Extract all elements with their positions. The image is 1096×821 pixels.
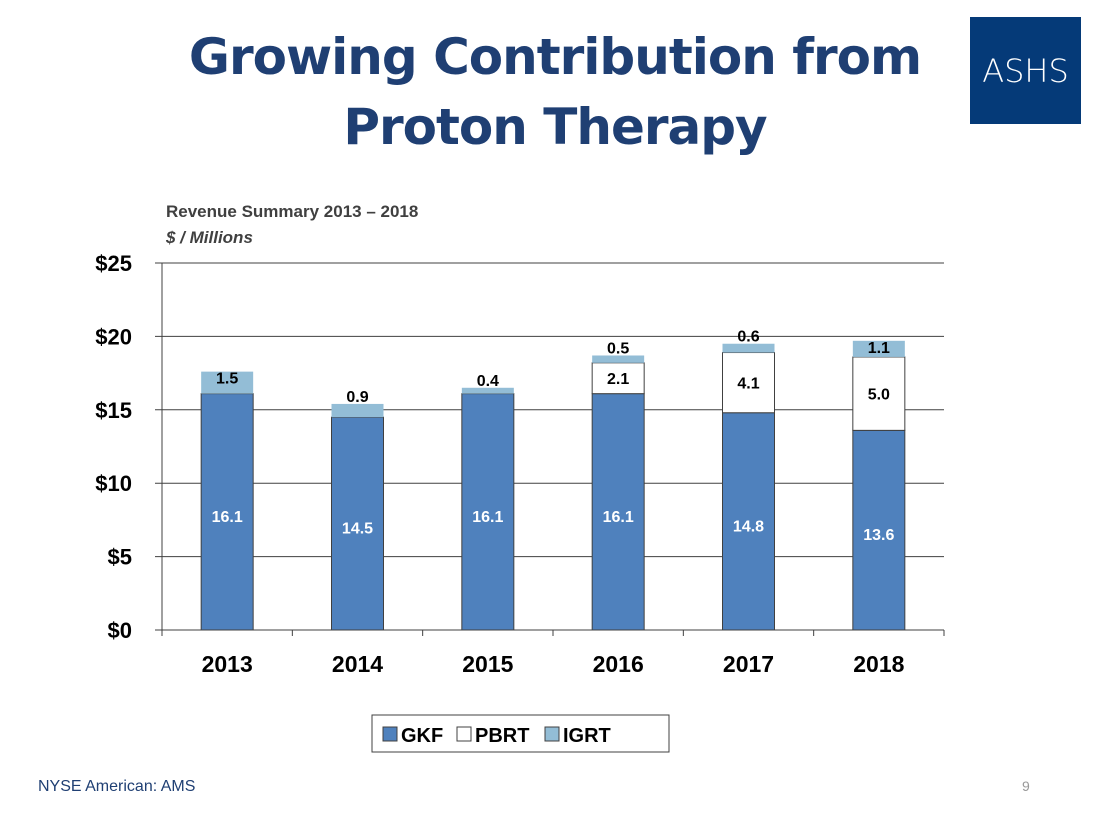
legend-box xyxy=(371,714,670,753)
data-label-igrt: 0.6 xyxy=(737,329,759,346)
y-tick-label: $5 xyxy=(108,545,132,570)
data-label-igrt: 1.1 xyxy=(868,340,890,357)
ashs-logo: ASHS xyxy=(970,17,1081,124)
data-label-gkf: 16.1 xyxy=(603,509,634,526)
data-label-gkf: 16.1 xyxy=(472,509,503,526)
bar-igrt xyxy=(722,343,775,353)
bar-gkf xyxy=(200,393,254,631)
data-label-igrt: 1.5 xyxy=(216,371,238,388)
data-label-gkf: 16.1 xyxy=(212,509,243,526)
page-number: 9 xyxy=(1022,778,1030,794)
legend-label-igrt: IGRT xyxy=(563,725,611,747)
data-label-pbrt: 2.1 xyxy=(607,371,629,388)
x-tick-label: 2018 xyxy=(853,651,904,677)
title-line-1: Growing Contribution from xyxy=(188,28,922,86)
bar-igrt xyxy=(852,340,905,357)
x-tick-label: 2017 xyxy=(723,651,774,677)
y-tick-label: $0 xyxy=(108,618,132,643)
title-line-2: Proton Therapy xyxy=(343,98,767,156)
data-label-pbrt: 5.0 xyxy=(868,387,890,404)
x-tick-label: 2015 xyxy=(462,651,513,677)
legend-label-pbrt: PBRT xyxy=(475,725,529,747)
bar-igrt xyxy=(461,387,514,394)
data-label-pbrt: 4.1 xyxy=(737,376,759,393)
bar-gkf xyxy=(591,393,645,631)
legend-label-gkf: GKF xyxy=(401,725,443,747)
bar-gkf xyxy=(852,429,906,631)
x-tick-label: 2013 xyxy=(202,651,253,677)
bar-igrt xyxy=(592,355,645,363)
bar-igrt xyxy=(201,371,254,394)
legend-swatch-igrt xyxy=(544,726,560,742)
bar-gkf xyxy=(722,412,775,631)
y-tick-label: $15 xyxy=(95,398,132,423)
bar-pbrt xyxy=(722,352,775,414)
data-label-gkf: 14.8 xyxy=(733,518,764,535)
bar-pbrt xyxy=(852,356,906,431)
chart-units: $ / Millions xyxy=(166,228,253,247)
bar-gkf xyxy=(461,393,515,631)
footer-ticker: NYSE American: AMS xyxy=(38,778,196,795)
data-label-gkf: 13.6 xyxy=(863,527,894,544)
data-label-igrt: 0.5 xyxy=(607,340,629,357)
chart-title: Revenue Summary 2013 – 2018 xyxy=(166,202,419,221)
data-label-gkf: 14.5 xyxy=(342,521,373,538)
y-tick-label: $20 xyxy=(95,324,132,349)
legend-swatch-gkf xyxy=(382,726,398,742)
bar-gkf xyxy=(331,416,384,631)
slide-title: Growing Contribution from Proton Therapy xyxy=(150,22,960,162)
bar-pbrt xyxy=(591,362,645,395)
data-label-igrt: 0.9 xyxy=(346,389,368,406)
x-tick-label: 2014 xyxy=(332,651,383,677)
y-tick-label: $25 xyxy=(95,251,132,276)
data-label-igrt: 0.4 xyxy=(477,373,499,390)
legend-swatch-pbrt xyxy=(456,726,472,742)
x-tick-label: 2016 xyxy=(593,651,644,677)
bar-igrt xyxy=(331,403,384,418)
y-tick-label: $10 xyxy=(95,471,132,496)
